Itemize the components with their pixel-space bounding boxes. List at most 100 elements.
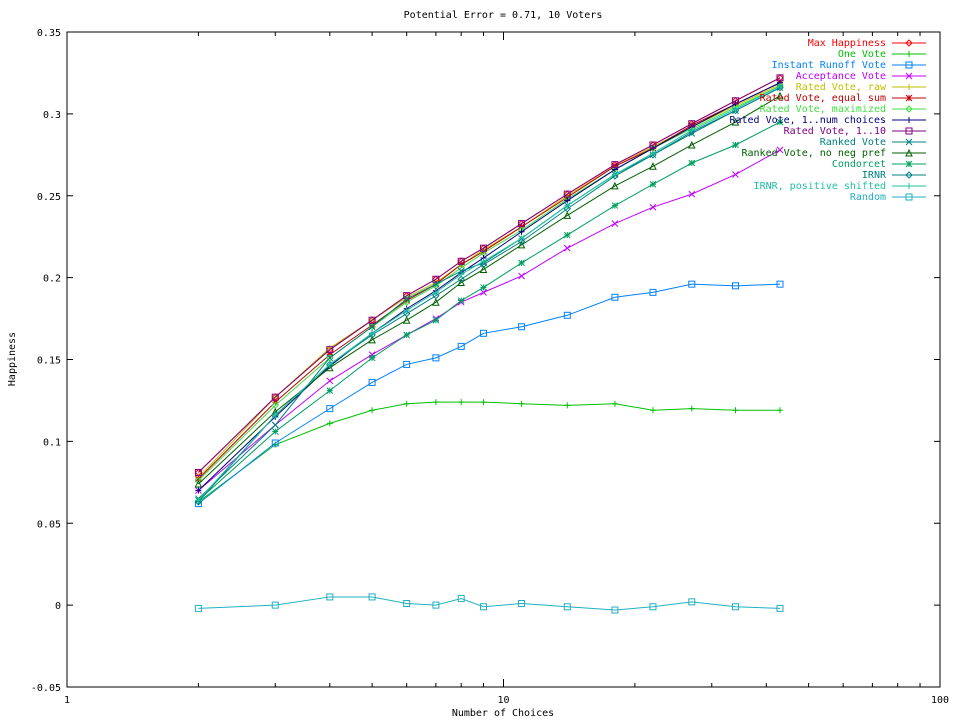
data-point [368,354,376,362]
data-point [732,141,739,149]
legend-entry: Rated Vote, equal sum [760,93,926,104]
legend-marker [906,117,912,123]
legend-entry: Rated Vote, 1..num choices [729,115,926,126]
legend-entry: Random [850,192,926,203]
data-point [368,593,376,601]
data-point [432,316,440,324]
legend-entry: Instant Runoff Vote [772,60,926,71]
data-point [776,604,784,612]
legend-label: Rated Vote, maximized [760,104,886,115]
data-point [777,83,784,90]
y-tick-label: 0.15 [37,356,61,367]
data-point [432,280,440,288]
x-tick-label: 1 [64,695,70,706]
data-point [457,275,465,283]
legend-label: Rated Vote, raw [796,82,887,93]
data-point [271,393,279,401]
data-point [326,593,334,601]
data-point [195,497,202,504]
data-point [368,378,376,386]
data-point [458,271,465,278]
series-irnr-positive-shifted [195,83,784,504]
y-axis: -0.05 0 0.05 0.1 0.15 0.2 0.25 0.3 0.35 [31,28,940,694]
data-point [479,260,488,269]
data-point [518,323,526,331]
x-axis: 1 10 100 [64,32,949,706]
data-point [480,289,487,296]
data-point [732,105,739,112]
data-point [688,280,696,288]
data-point [732,171,739,178]
data-point [564,402,571,409]
data-point [731,603,739,611]
data-point [649,162,657,170]
legend-marker [905,138,913,146]
data-point [731,282,739,290]
legend-marker [906,183,912,189]
data-point [649,407,656,414]
data-point [194,468,202,476]
y-tick-label: 0.2 [43,274,61,285]
data-point [649,603,657,611]
series-line [198,121,781,501]
data-point [403,331,411,339]
data-point [369,407,376,414]
data-point [326,405,334,413]
data-point [563,190,571,198]
data-point [326,354,334,362]
legend-label: Acceptance Vote [796,71,886,82]
data-point [432,354,440,362]
data-point [611,220,619,227]
legend-marker [905,61,913,69]
legend-entry: Rated Vote, maximized [760,104,926,115]
y-axis-label: Happiness [7,332,18,386]
data-point [195,487,202,494]
data-point [688,159,696,167]
legend-marker [905,148,913,157]
data-point [564,202,571,209]
legend-label: Ranked Vote [820,137,886,148]
legend-label: Rated Vote, 1..10 [784,126,886,137]
data-point [611,171,618,178]
legend-marker [906,84,912,90]
series-line [198,283,781,504]
legend-marker [905,127,913,135]
data-point [326,387,334,394]
data-point [403,297,411,304]
data-point [518,235,525,242]
y-tick-label: 0.25 [37,192,61,203]
data-point [517,240,526,249]
data-point [731,97,739,105]
data-point [457,278,466,287]
data-point [776,146,784,154]
data-point [479,265,488,273]
data-point [432,291,440,300]
data-point [776,74,784,82]
data-point [402,309,411,318]
data-point [403,360,411,368]
data-point [325,363,334,372]
data-point [687,140,696,149]
legend-label: Condorcet [832,159,886,170]
series-line [198,596,781,611]
x-tick-label: 10 [497,695,509,706]
data-point [518,259,525,267]
data-point [776,118,784,126]
x-tick-label: 100 [931,695,949,706]
data-point [688,190,696,198]
data-point [732,407,739,414]
data-point [480,399,487,406]
legend-entry: Acceptance Vote [796,71,926,82]
legend-label: One Vote [838,49,886,60]
legend-label: IRNR [862,170,887,181]
data-point [271,439,279,447]
data-point [368,323,376,331]
data-point [271,421,279,429]
data-point [563,231,571,239]
data-point [611,172,619,180]
legend-marker [905,160,913,168]
data-point [403,307,410,314]
series-line [198,87,781,503]
legend-entry: Rated Vote, raw [796,82,926,93]
